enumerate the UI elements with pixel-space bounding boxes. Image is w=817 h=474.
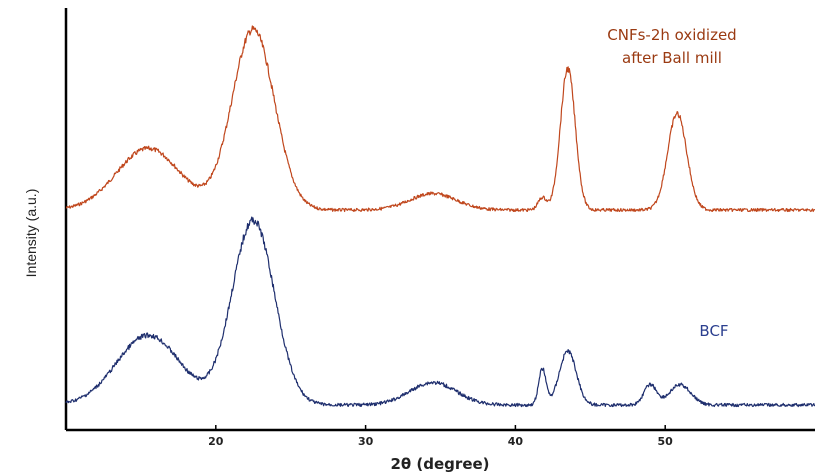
series-layer <box>65 25 816 408</box>
x-axis-ticks: 20 30 40 50 <box>208 425 673 448</box>
x-tick-label: 50 <box>658 435 674 448</box>
x-axis-title: 2θ (degree) <box>390 455 489 473</box>
series-label: CNFs-2h oxidized <box>607 26 736 44</box>
series-label: BCF <box>699 322 728 340</box>
y-axis-title: Intensity (a.u.) <box>23 189 39 278</box>
x-tick-label: 30 <box>358 435 374 448</box>
series-label: after Ball mill <box>622 49 722 67</box>
series-line <box>65 25 816 213</box>
x-tick-label: 20 <box>208 435 224 448</box>
series-labels: CNFs-2h oxidized after Ball mill BCF <box>607 26 736 340</box>
series-line <box>65 216 816 408</box>
x-tick-label: 40 <box>508 435 524 448</box>
plot-area: 20 30 40 50 <box>64 8 816 448</box>
